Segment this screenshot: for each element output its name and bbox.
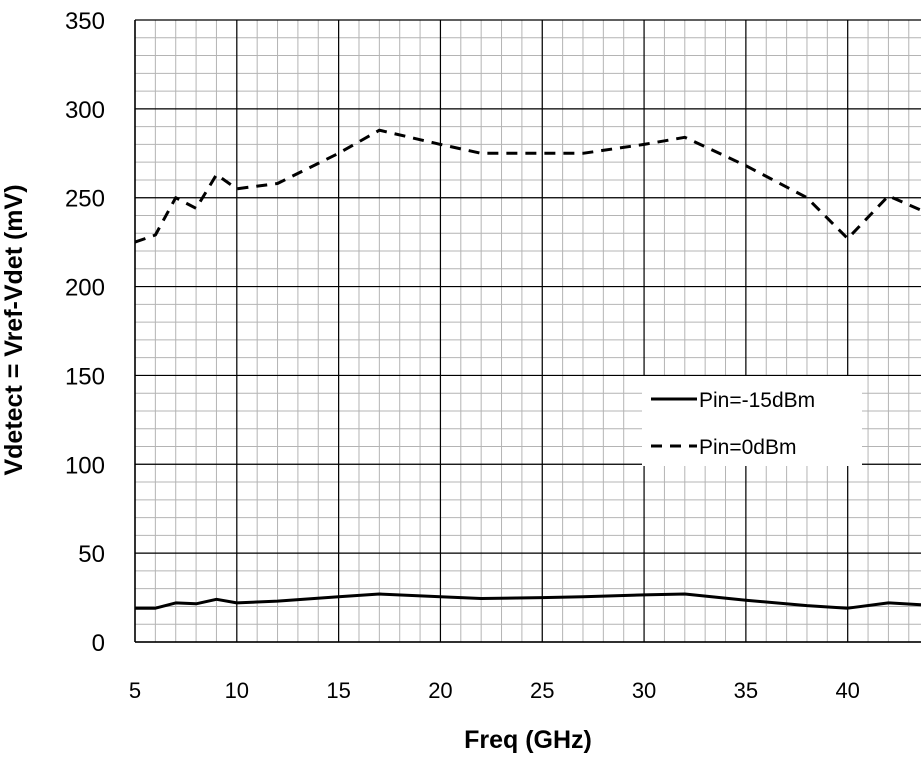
y-tick-label-200: 200 [65,275,105,302]
x-axis-label: Freq (GHz) [464,726,592,754]
series-layer [135,130,921,608]
x-tick-label-5: 5 [129,678,141,703]
y-tick-label-100: 100 [65,452,105,479]
x-tick-label-40: 40 [835,678,859,703]
axes [135,20,921,642]
y-tick-label-50: 50 [78,541,105,568]
major-grid [135,20,921,642]
y-tick-label-300: 300 [65,97,105,124]
legend-label-pin-0dbm: Pin=0dBm [699,436,796,459]
series-line-1 [135,130,921,242]
legend: Pin=-15dBm Pin=0dBm [642,376,862,466]
y-tick-label-250: 250 [65,186,105,213]
y-tick-label-0: 0 [92,630,105,657]
y-tick-label-350: 350 [65,8,105,35]
x-tick-labels: 5 10 15 20 25 30 35 40 [129,678,860,703]
x-tick-label-15: 15 [326,678,350,703]
legend-label-pin-minus-15dbm: Pin=-15dBm [699,389,815,412]
x-tick-label-30: 30 [632,678,656,703]
minor-grid [135,20,921,642]
x-tick-label-25: 25 [530,678,554,703]
y-tick-labels: 0 50 100 150 200 250 300 350 [65,8,105,657]
x-tick-label-20: 20 [428,678,452,703]
y-axis-label: Vdetect = Vref-Vdet (mV) [0,184,28,475]
x-tick-label-35: 35 [734,678,758,703]
y-tick-label-150: 150 [65,363,105,390]
x-tick-label-10: 10 [225,678,249,703]
